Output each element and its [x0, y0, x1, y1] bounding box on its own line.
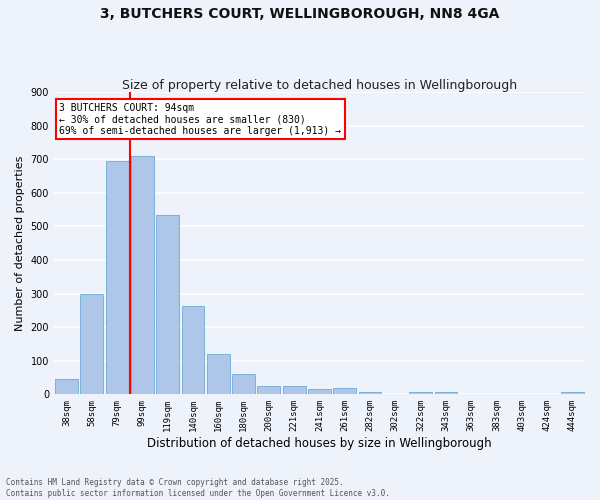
Bar — [561, 392, 584, 394]
Bar — [359, 392, 382, 394]
Bar — [80, 294, 103, 394]
Y-axis label: Number of detached properties: Number of detached properties — [15, 156, 25, 331]
Text: Contains HM Land Registry data © Crown copyright and database right 2025.
Contai: Contains HM Land Registry data © Crown c… — [6, 478, 390, 498]
Bar — [283, 386, 305, 394]
Text: 3, BUTCHERS COURT, WELLINGBOROUGH, NN8 4GA: 3, BUTCHERS COURT, WELLINGBOROUGH, NN8 4… — [100, 8, 500, 22]
Title: Size of property relative to detached houses in Wellingborough: Size of property relative to detached ho… — [122, 79, 517, 92]
Bar — [182, 306, 205, 394]
Bar — [257, 386, 280, 394]
Bar — [232, 374, 255, 394]
Bar — [308, 390, 331, 394]
X-axis label: Distribution of detached houses by size in Wellingborough: Distribution of detached houses by size … — [147, 437, 492, 450]
Bar — [106, 161, 128, 394]
Bar — [55, 379, 78, 394]
Bar — [334, 388, 356, 394]
Bar — [207, 354, 230, 395]
Text: 3 BUTCHERS COURT: 94sqm
← 30% of detached houses are smaller (830)
69% of semi-d: 3 BUTCHERS COURT: 94sqm ← 30% of detache… — [59, 102, 341, 136]
Bar — [131, 156, 154, 394]
Bar — [157, 214, 179, 394]
Bar — [409, 392, 432, 394]
Bar — [434, 392, 457, 394]
